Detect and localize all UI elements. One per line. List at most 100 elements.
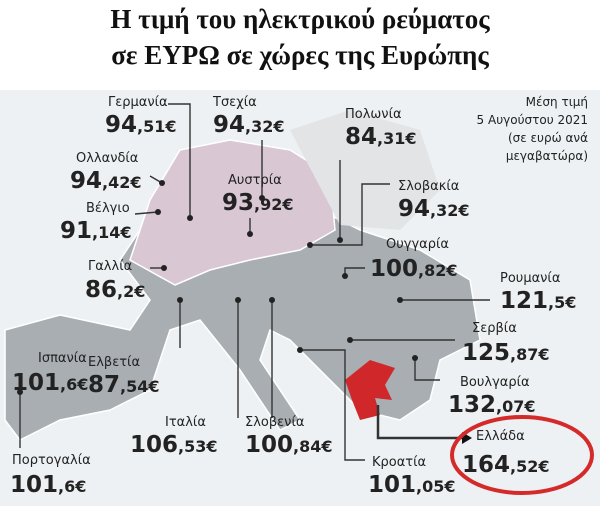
- country-name: Ιταλία: [165, 415, 206, 430]
- leader-dot: [337, 237, 343, 243]
- price-rest: ,53€: [178, 437, 217, 456]
- country-price: 94,51€: [105, 112, 177, 138]
- leader-dot: [159, 180, 165, 186]
- price-whole: 132: [448, 392, 496, 418]
- leader-dot: [155, 209, 161, 215]
- country-name: Πορτογαλία: [12, 453, 91, 468]
- price-whole: 101: [10, 472, 58, 498]
- country-name: Σλοβενία: [245, 415, 304, 430]
- price-rest: ,31€: [377, 129, 416, 148]
- country-name: Σλοβακία: [398, 179, 459, 194]
- price-rest: ,92€: [254, 195, 293, 214]
- country-name: Βουλγαρία: [460, 375, 530, 390]
- leader-dot: [412, 355, 418, 361]
- price-whole: 106: [130, 432, 178, 458]
- price-whole: 101: [368, 472, 416, 498]
- price-rest: ,51€: [137, 117, 176, 136]
- price-whole: 87: [88, 372, 120, 398]
- leader-dot: [235, 297, 241, 303]
- note-line: μεγαβατώρα): [506, 149, 588, 163]
- price-whole: 94: [105, 112, 137, 138]
- country-price: 91,14€: [60, 218, 132, 244]
- price-whole: 93: [222, 190, 254, 216]
- price-rest: ,5€: [548, 293, 576, 312]
- country-price: 164,52€: [462, 452, 550, 478]
- country-name: Ολλανδία: [76, 151, 138, 166]
- note-line: (σε ευρώ ανά: [508, 131, 588, 145]
- price-whole: 100: [245, 432, 293, 458]
- price-rest: ,32€: [430, 201, 469, 220]
- price-rest: ,14€: [92, 223, 131, 242]
- title-line: Η τιμή του ηλεκτρικού ρεύματος: [110, 4, 490, 34]
- highlight-circle: [450, 415, 594, 495]
- country-price: 84,31€: [345, 124, 417, 150]
- note-line: Μέση τιμή: [526, 95, 588, 109]
- country-name: Ελβετία: [88, 355, 140, 370]
- leader-dot: [187, 215, 193, 221]
- price-rest: ,6€: [60, 375, 88, 394]
- leader-dot: [342, 273, 348, 279]
- price-whole: 164: [462, 452, 510, 478]
- leader-dot: [269, 297, 275, 303]
- country-name: Τσεχία: [212, 95, 257, 110]
- land-east: [290, 110, 440, 230]
- price-rest: ,6€: [58, 477, 86, 496]
- price-whole: 84: [345, 124, 377, 150]
- country-price: 94,32€: [398, 196, 470, 222]
- leader-dot: [247, 231, 253, 237]
- country-name: Σερβία: [472, 321, 517, 336]
- leader-line: [134, 211, 159, 215]
- leader-line: [168, 103, 191, 218]
- country-price: 132,07€: [448, 392, 536, 418]
- country-name: Ελλάδα: [476, 429, 525, 444]
- country-name: Γαλλία: [88, 259, 132, 274]
- country-price: 86,2€: [85, 277, 145, 303]
- leader-dot: [397, 297, 403, 303]
- country-price: 94,42€: [70, 168, 142, 194]
- price-whole: 100: [370, 256, 418, 282]
- country-price: 100,84€: [245, 432, 333, 458]
- country-price: 121,5€: [500, 288, 576, 314]
- greece-arrow: [376, 405, 462, 440]
- country-name: Ισπανία: [38, 351, 87, 366]
- country-name: Ρουμανία: [500, 271, 560, 286]
- price-whole: 94: [213, 112, 245, 138]
- country-price: 125,87€: [462, 340, 550, 366]
- leader-dot: [347, 337, 353, 343]
- leader-dot: [177, 297, 183, 303]
- country-name: Αυστρία: [228, 173, 282, 188]
- greece-shape: [345, 360, 395, 420]
- price-rest: ,07€: [496, 397, 535, 416]
- country-price: 94,32€: [213, 112, 285, 138]
- price-rest: ,32€: [245, 117, 284, 136]
- leader-dot: [307, 242, 313, 248]
- price-whole: 94: [398, 196, 430, 222]
- country-price: 93,92€: [222, 190, 294, 216]
- price-rest: ,05€: [416, 477, 455, 496]
- leader-dot: [297, 347, 303, 353]
- country-price: 100,82€: [370, 256, 458, 282]
- leader-dot: [17, 389, 23, 395]
- country-price: 101,6€: [10, 472, 86, 498]
- leader-line: [414, 358, 440, 381]
- country-name: Βέλγιο: [86, 201, 130, 216]
- country-price: 106,53€: [130, 432, 218, 458]
- title-line: σε ΕΥΡΩ σε χώρες της Ευρώπης: [111, 40, 489, 70]
- price-rest: ,42€: [102, 173, 141, 192]
- country-name: Γερμανία: [108, 95, 168, 110]
- price-whole: 125: [462, 340, 510, 366]
- country-name: Κροατία: [372, 455, 426, 470]
- country-price: 101,05€: [368, 472, 456, 498]
- price-whole: 121: [500, 288, 548, 314]
- leader-line: [300, 349, 365, 461]
- labels: Γερμανία94,51€Τσεχία94,32€Πολωνία84,31€Ο…: [10, 95, 576, 498]
- leader-line: [310, 183, 390, 246]
- price-rest: ,52€: [510, 457, 549, 476]
- country-name: Ουγγαρία: [386, 237, 449, 252]
- price-rest: ,87€: [510, 345, 549, 364]
- price-rest: ,84€: [293, 437, 332, 456]
- price-whole: 94: [70, 168, 102, 194]
- leader-dot: [161, 265, 167, 271]
- country-name: Πολωνία: [345, 107, 402, 122]
- price-rest: ,2€: [117, 282, 145, 301]
